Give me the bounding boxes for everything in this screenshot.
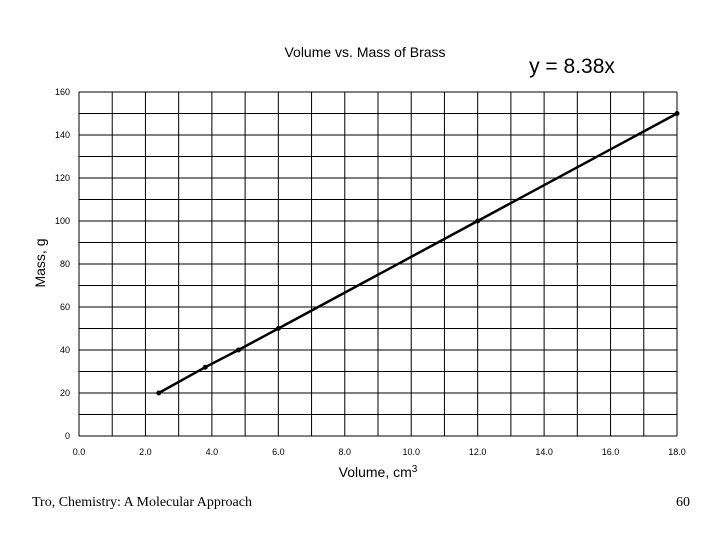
x-axis-label: Volume, cm3 xyxy=(339,464,418,480)
x-tick-labels: 0.0 2.0 4.0 6.0 8.0 10.0 12.0 14.0 16.0 18.0 xyxy=(73,447,686,457)
data-point xyxy=(202,364,208,370)
y-tick-labels: 0 20 40 60 80 100 120 140 160 xyxy=(55,87,70,441)
y-tick-label: 60 xyxy=(60,302,70,312)
x-tick-label: 18.0 xyxy=(668,447,686,457)
y-tick-label: 120 xyxy=(55,173,70,183)
data-point xyxy=(156,390,162,396)
y-tick-label: 160 xyxy=(55,87,70,97)
data-point xyxy=(235,347,241,353)
x-tick-label: 2.0 xyxy=(139,447,152,457)
x-axis-label-text: Volume, cm xyxy=(339,464,412,480)
x-tick-label: 0.0 xyxy=(73,447,86,457)
x-tick-label: 12.0 xyxy=(469,447,487,457)
x-tick-label: 16.0 xyxy=(602,447,620,457)
series-line xyxy=(158,112,678,395)
data-point xyxy=(475,218,481,224)
data-point xyxy=(275,326,281,331)
data-point xyxy=(674,111,680,116)
chart-svg: Volume vs. Mass of Brass y = 8.38x 0.0 2.… xyxy=(32,44,686,480)
x-tick-label: 8.0 xyxy=(339,447,352,457)
gridlines xyxy=(78,91,678,437)
y-tick-label: 40 xyxy=(60,345,70,355)
y-tick-label: 100 xyxy=(55,216,70,226)
x-tick-label: 4.0 xyxy=(206,447,219,457)
x-tick-label: 14.0 xyxy=(535,447,553,457)
page-number: 60 xyxy=(676,495,690,510)
x-tick-label: 10.0 xyxy=(402,447,420,457)
x-tick-label: 6.0 xyxy=(272,447,285,457)
y-tick-label: 20 xyxy=(60,388,70,398)
y-tick-label: 80 xyxy=(60,259,70,269)
y-axis-label: Mass, g xyxy=(32,238,48,287)
source-citation: Tro, Chemistry: A Molecular Approach xyxy=(32,495,252,510)
y-tick-label: 140 xyxy=(55,130,70,140)
trendline-equation: y = 8.38x xyxy=(529,55,615,78)
chart-title: Volume vs. Mass of Brass xyxy=(284,44,445,60)
y-tick-label: 0 xyxy=(65,431,70,441)
x-axis-label-superscript: 3 xyxy=(412,464,418,475)
data-series xyxy=(156,111,680,396)
